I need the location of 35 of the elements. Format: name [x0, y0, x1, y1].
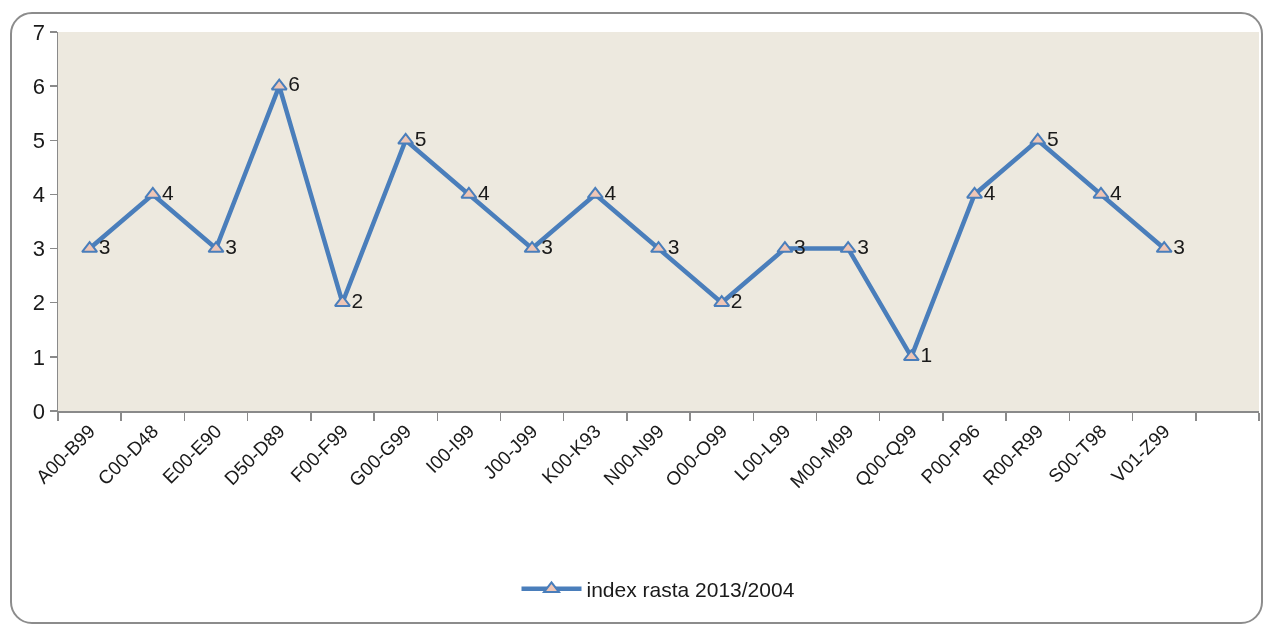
point — [397, 132, 415, 145]
y-tick-label: 7 — [32, 19, 46, 45]
y-tick-label: 2 — [32, 290, 46, 316]
data-label: 4 — [161, 180, 174, 204]
point — [902, 349, 920, 362]
data-label: 1 — [920, 343, 933, 367]
y-tick-label: 3 — [32, 236, 46, 262]
y-tick-label: 4 — [32, 182, 46, 208]
y-tick-label: 5 — [32, 127, 46, 153]
y-tick-label: 6 — [32, 73, 46, 99]
data-label: 3 — [541, 234, 553, 258]
y-tick-label: 1 — [32, 344, 46, 370]
data-label: 4 — [477, 180, 490, 204]
data-label: 3 — [225, 234, 237, 258]
data-label: 2 — [730, 288, 743, 312]
data-label: 2 — [351, 288, 364, 312]
point — [144, 186, 162, 199]
point — [966, 186, 984, 199]
data-label: 3 — [1173, 234, 1185, 258]
data-label: 5 — [1046, 126, 1059, 150]
data-label: 3 — [857, 234, 869, 258]
data-label: 4 — [1110, 180, 1123, 204]
point — [270, 78, 288, 91]
data-label: 3 — [98, 234, 111, 258]
data-label: 4 — [983, 180, 996, 204]
data-label: 6 — [288, 72, 301, 96]
data-label: 4 — [604, 180, 617, 204]
point — [1029, 132, 1047, 145]
point — [460, 186, 478, 199]
data-label: 5 — [414, 126, 427, 150]
legend-label: index rasta 2013/2004 — [586, 577, 795, 601]
point — [586, 186, 604, 199]
y-tick-label: 0 — [32, 398, 46, 424]
point — [1092, 186, 1110, 199]
data-label: 3 — [667, 234, 680, 258]
